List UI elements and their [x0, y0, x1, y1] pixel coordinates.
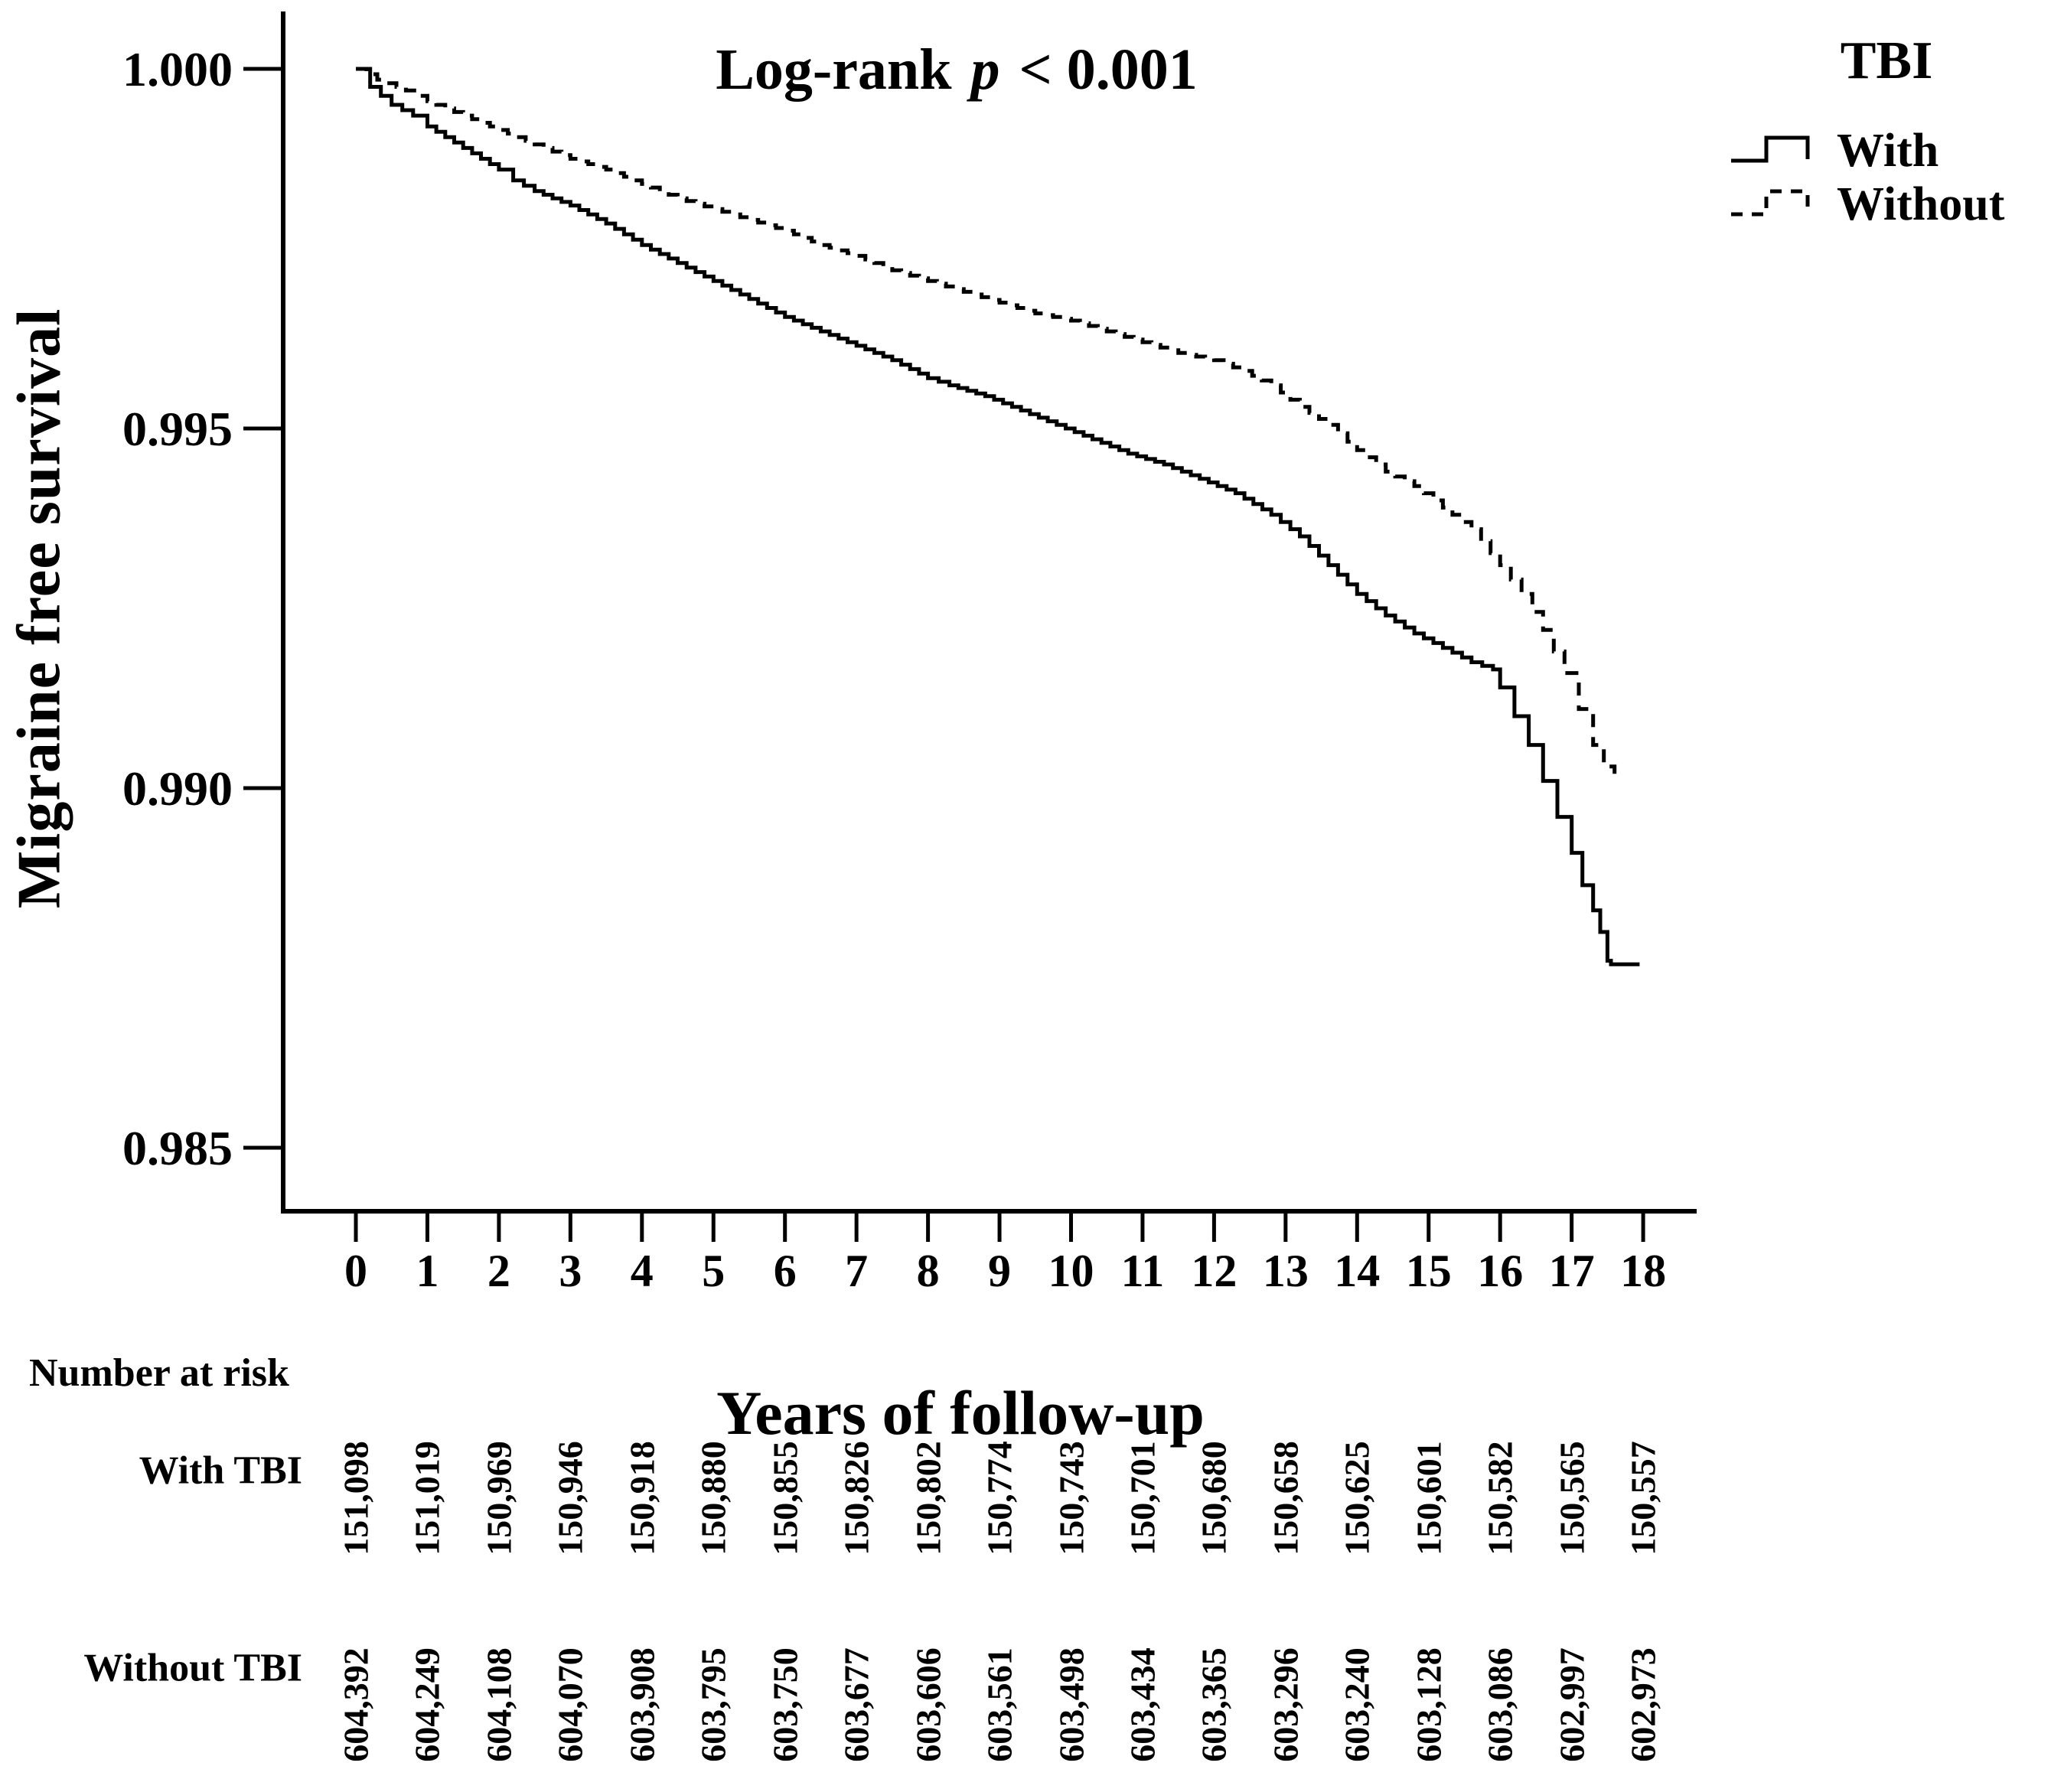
y-tick-label-2: 0.990 — [122, 761, 233, 816]
x-tick-label-18: 18 — [1620, 1246, 1666, 1296]
x-axis-title: Years of follow-up — [716, 1378, 1205, 1448]
x-tick-label-9: 9 — [988, 1246, 1011, 1296]
legend-dashed-line-icon — [1728, 182, 1829, 226]
risk-count: 150,855 — [765, 1441, 805, 1556]
survival-curve-with — [356, 67, 1640, 966]
risk-count: 150,946 — [550, 1441, 590, 1556]
x-tick-label-3: 3 — [559, 1246, 582, 1296]
legend-solid-line-icon — [1728, 129, 1829, 172]
risk-count: 603,795 — [693, 1647, 733, 1762]
risk-count: 603,296 — [1266, 1647, 1306, 1762]
survival-curve-without — [356, 67, 1617, 774]
risk-count: 603,561 — [980, 1647, 1019, 1762]
risk-count: 150,802 — [908, 1441, 948, 1556]
risk-count: 604,249 — [407, 1647, 447, 1762]
risk-count: 150,625 — [1337, 1441, 1377, 1556]
x-tick-label-5: 5 — [702, 1246, 725, 1296]
risk-count: 603,750 — [765, 1647, 805, 1762]
risk-row-label-without-tbi: Without TBI — [83, 1646, 302, 1690]
risk-count: 150,701 — [1123, 1441, 1162, 1556]
x-tick-label-15: 15 — [1406, 1246, 1452, 1296]
log-rank-suffix: < 0.001 — [1004, 37, 1198, 102]
risk-count: 150,680 — [1194, 1441, 1234, 1556]
risk-count: 604,070 — [550, 1647, 590, 1762]
log-rank-annotation: Log-rank p < 0.001 — [716, 37, 1198, 103]
x-tick-label-11: 11 — [1121, 1246, 1165, 1296]
x-tick-label-4: 4 — [631, 1246, 654, 1296]
risk-count: 150,557 — [1623, 1441, 1663, 1556]
risk-count: 603,434 — [1123, 1647, 1162, 1762]
legend-label-with: With — [1837, 125, 1939, 177]
x-tick-label-14: 14 — [1334, 1246, 1380, 1296]
risk-count: 604,108 — [479, 1647, 519, 1762]
risk-row-label-with-tbi: With TBI — [139, 1448, 302, 1493]
x-tick-label-17: 17 — [1549, 1246, 1595, 1296]
x-tick-label-16: 16 — [1477, 1246, 1523, 1296]
risk-count: 150,969 — [479, 1441, 519, 1556]
x-tick-label-7: 7 — [845, 1246, 868, 1296]
risk-count: 151,019 — [407, 1441, 447, 1556]
y-axis-title: Migraine free survival — [5, 308, 73, 909]
risk-count: 150,826 — [836, 1441, 876, 1556]
risk-count: 604,392 — [336, 1647, 376, 1762]
x-tick-label-1: 1 — [416, 1246, 439, 1296]
x-tick-label-6: 6 — [774, 1246, 797, 1296]
x-tick-label-0: 0 — [344, 1246, 367, 1296]
x-tick-label-10: 10 — [1048, 1246, 1094, 1296]
risk-count: 603,086 — [1480, 1647, 1520, 1762]
risk-count: 150,880 — [693, 1441, 733, 1556]
log-rank-prefix: Log-rank — [716, 37, 967, 102]
p-symbol: p — [970, 37, 1000, 102]
risk-count: 150,918 — [622, 1441, 662, 1556]
x-tick-label-2: 2 — [487, 1246, 510, 1296]
risk-count: 603,240 — [1337, 1647, 1377, 1762]
risk-table-heading: Number at risk — [29, 1351, 289, 1395]
risk-count: 151,098 — [336, 1441, 376, 1556]
risk-count: 603,677 — [836, 1647, 876, 1762]
legend-title: TBI — [1840, 31, 1933, 90]
risk-count: 603,908 — [622, 1647, 662, 1762]
risk-count: 603,606 — [908, 1647, 948, 1762]
x-tick-label-13: 13 — [1263, 1246, 1309, 1296]
y-tick-label-1: 0.995 — [122, 402, 233, 456]
risk-count: 603,365 — [1194, 1647, 1234, 1762]
risk-count: 602,997 — [1552, 1647, 1592, 1762]
risk-count: 602,973 — [1623, 1647, 1663, 1762]
risk-count: 150,743 — [1052, 1441, 1091, 1556]
risk-count: 150,582 — [1480, 1441, 1520, 1556]
risk-count: 150,658 — [1266, 1441, 1306, 1556]
risk-count: 150,601 — [1409, 1441, 1449, 1556]
x-tick-label-12: 12 — [1191, 1246, 1237, 1296]
y-tick-label-0: 1.000 — [122, 42, 233, 96]
risk-count: 150,774 — [980, 1441, 1019, 1556]
risk-count: 603,128 — [1409, 1647, 1449, 1762]
x-tick-label-8: 8 — [917, 1246, 940, 1296]
risk-count: 603,498 — [1052, 1647, 1091, 1762]
legend-label-without: Without — [1837, 178, 2005, 230]
y-tick-label-3: 0.985 — [122, 1121, 233, 1175]
risk-count: 150,565 — [1552, 1441, 1592, 1556]
